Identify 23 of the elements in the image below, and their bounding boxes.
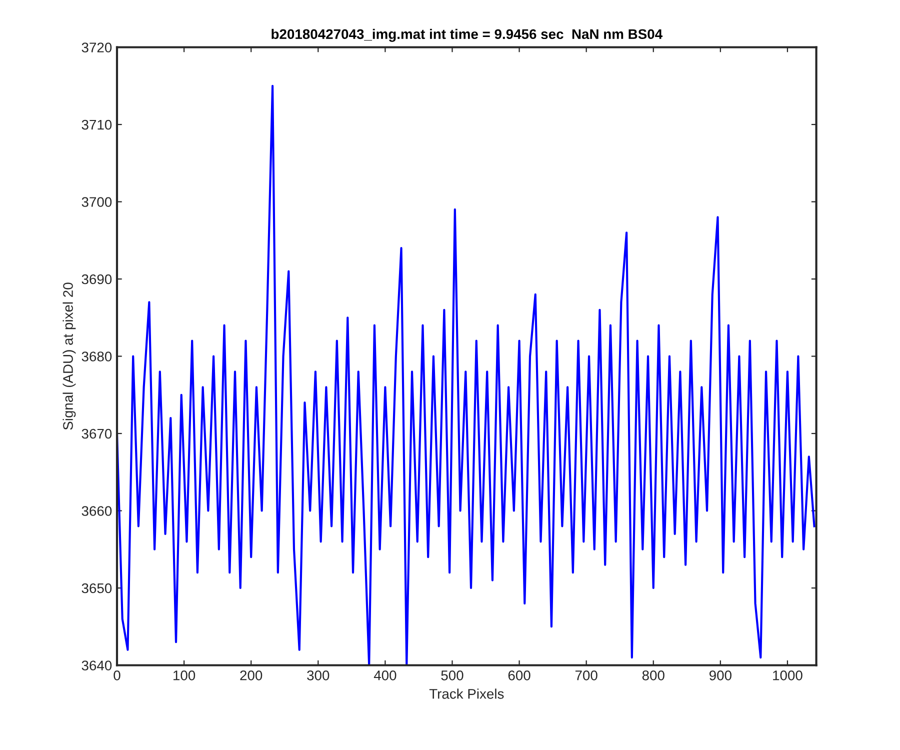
- x-tick-label: 1000: [773, 670, 802, 680]
- y-tick-label: 3670: [82, 428, 112, 439]
- y-tick-label: 3720: [82, 42, 112, 52]
- y-axis-title: Signal (ADU) at pixel 20: [62, 282, 76, 430]
- chart-title: b20180427043_img.mat int time = 9.9456 sec NaN nm BS04: [272, 28, 662, 42]
- y-tick-label: 3710: [82, 120, 112, 130]
- x-tick-label: 700: [575, 670, 598, 680]
- y-tick-label: 3640: [82, 660, 112, 670]
- x-axis-title: Track Pixels: [429, 688, 504, 699]
- x-tick-label: 300: [307, 670, 330, 680]
- y-tick-label: 3700: [82, 197, 112, 207]
- x-tick-label: 500: [441, 670, 464, 680]
- y-tick-label: 3680: [82, 352, 112, 362]
- y-tick-label: 3660: [82, 506, 112, 516]
- y-tick-label: 3690: [82, 274, 112, 284]
- x-tick-label: 200: [240, 670, 262, 680]
- x-tick-label: 0: [114, 670, 120, 680]
- y-tick-label: 3650: [82, 583, 112, 594]
- x-tick-label: 600: [508, 670, 530, 680]
- x-tick-label: 100: [174, 670, 196, 680]
- x-tick-label: 800: [642, 670, 664, 680]
- x-tick-label: 900: [709, 670, 732, 680]
- x-tick-label: 400: [374, 670, 396, 680]
